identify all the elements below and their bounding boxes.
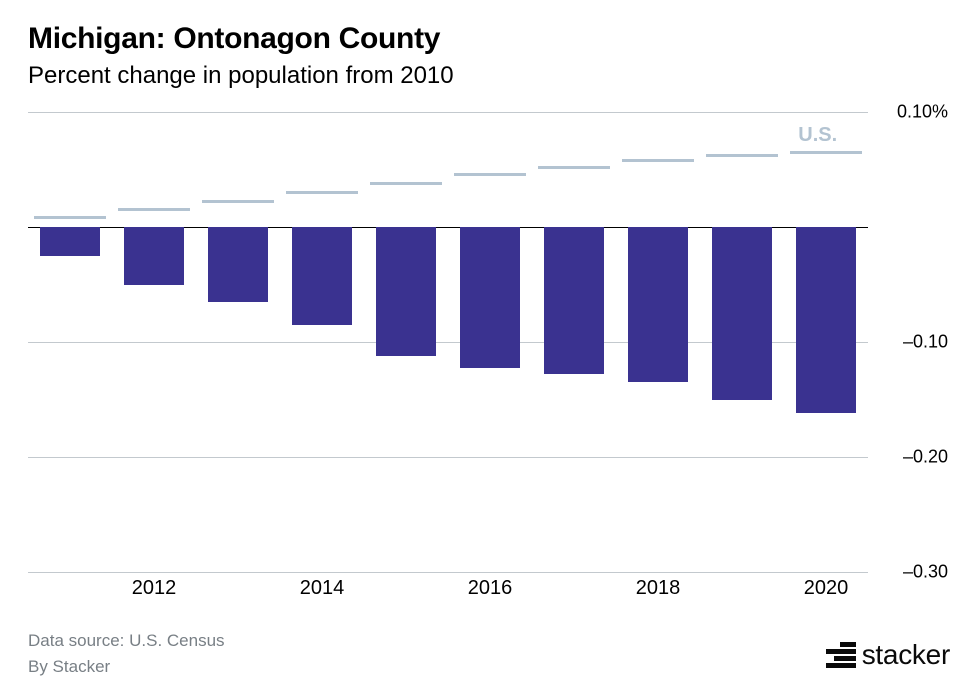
y-axis-label: –0.20 — [878, 447, 948, 468]
county-bar — [208, 227, 268, 302]
us-marker — [622, 159, 693, 162]
y-axis-label: 0.10% — [878, 102, 948, 123]
county-bar — [544, 227, 604, 374]
us-marker — [286, 191, 357, 194]
stacker-logo-icon — [826, 642, 856, 668]
byline: By Stacker — [28, 654, 225, 680]
chart-footer: Data source: U.S. Census By Stacker — [28, 628, 225, 679]
us-marker — [370, 182, 441, 185]
county-bar — [460, 227, 520, 368]
us-marker — [454, 173, 525, 176]
county-bar — [712, 227, 772, 400]
stacker-logo-text: stacker — [862, 639, 950, 671]
us-marker — [202, 200, 273, 203]
y-axis-label: –0.10 — [878, 332, 948, 353]
x-axis-label: 2012 — [132, 577, 177, 600]
y-axis-label: –0.30 — [878, 562, 948, 583]
chart-subtitle: Percent change in population from 2010 — [28, 62, 952, 90]
x-axis-label: 2014 — [300, 577, 345, 600]
us-marker — [790, 151, 861, 154]
gridline — [28, 572, 868, 573]
county-bar — [292, 227, 352, 325]
plot-region: U.S. — [28, 112, 868, 572]
chart-title: Michigan: Ontonagon County — [28, 22, 952, 56]
us-marker — [118, 208, 189, 211]
x-axis-label: 2016 — [468, 577, 513, 600]
county-bar — [376, 227, 436, 356]
us-marker — [538, 166, 609, 169]
data-source: Data source: U.S. Census — [28, 628, 225, 654]
us-marker — [706, 154, 777, 157]
us-marker — [34, 216, 105, 219]
gridline — [28, 112, 868, 113]
chart-plot-area: U.S. 0.10%–0.10–0.20–0.30 20122014201620… — [28, 112, 946, 572]
county-bar — [40, 227, 100, 256]
gridline — [28, 457, 868, 458]
us-series-label: U.S. — [798, 124, 837, 147]
county-bar — [628, 227, 688, 382]
county-bar — [796, 227, 856, 413]
county-bar — [124, 227, 184, 285]
x-axis-label: 2020 — [804, 577, 849, 600]
stacker-logo: stacker — [826, 639, 950, 671]
x-axis-label: 2018 — [636, 577, 681, 600]
